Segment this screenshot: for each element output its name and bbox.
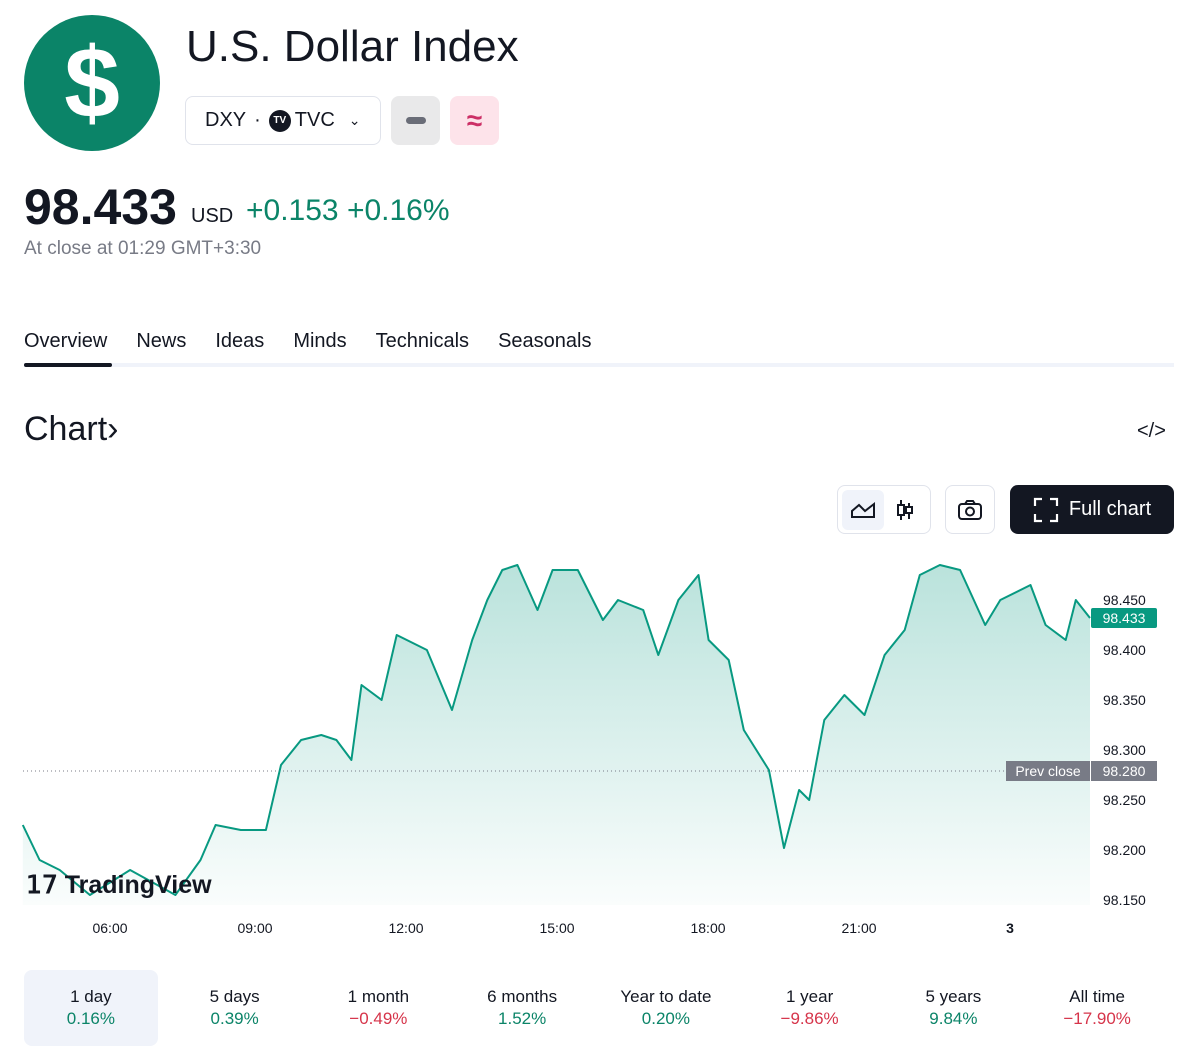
chevron-down-icon: ⌄: [348, 112, 361, 128]
range-1-day[interactable]: 1 day 0.16%: [24, 970, 158, 1046]
tabs: Overview News Ideas Minds Technicals Sea…: [24, 330, 591, 353]
y-tick-label: 98.400: [1103, 642, 1146, 658]
range-change: 0.16%: [66, 1009, 115, 1028]
range-change: 0.39%: [210, 1009, 259, 1028]
currency: USD: [191, 205, 234, 227]
x-tick-label: 06:00: [92, 920, 128, 936]
tradingview-watermark: 𝟣𝟩 TradingView: [26, 870, 212, 900]
area-chart-icon[interactable]: [842, 489, 884, 530]
y-tick-label: 98.450: [1103, 592, 1146, 608]
tab-ideas[interactable]: Ideas: [215, 330, 265, 352]
chart-title: Chart: [24, 410, 108, 448]
range-all-time[interactable]: All time −17.90%: [1030, 970, 1164, 1046]
snapshot-button[interactable]: [945, 485, 995, 534]
camera-icon: [958, 499, 982, 520]
prev-close-tag: Prev close: [1006, 761, 1090, 781]
price: 98.433: [24, 179, 177, 235]
range-selector: 1 day 0.16% 5 days 0.39% 1 month −0.49% 6 mont…: [24, 970, 1174, 1046]
x-tick-label: 21:00: [841, 920, 877, 936]
range-label: 5 years: [925, 987, 982, 1006]
approx-button[interactable]: ≈: [450, 96, 499, 145]
code-icon[interactable]: </>: [1137, 420, 1166, 442]
tab-seasonals[interactable]: Seasonals: [498, 330, 592, 352]
last-price-label: 98.433: [1091, 608, 1157, 628]
chevron-right-icon: ›: [107, 410, 119, 448]
price-line: [21, 564, 1091, 896]
candles-icon[interactable]: [884, 498, 926, 522]
range-5-years[interactable]: 5 years 9.84%: [887, 970, 1021, 1046]
range-change: 1.52%: [498, 1009, 547, 1028]
y-tick-label: 98.200: [1103, 842, 1146, 858]
y-tick-label: 98.150: [1103, 892, 1146, 908]
fullscreen-icon: [1033, 497, 1058, 522]
x-tick-label: 18:00: [690, 920, 726, 936]
range-1-year[interactable]: 1 year −9.86%: [743, 970, 877, 1046]
x-tick-label: 15:00: [539, 920, 575, 936]
chart-type-group: [837, 485, 931, 534]
ticker: DXY: [205, 109, 247, 131]
x-tick-label: 09:00: [237, 920, 273, 936]
tab-divider: [24, 363, 1174, 367]
change-abs: +0.153: [246, 194, 339, 227]
symbol-selector[interactable]: DXY · TV TVC ⌄: [185, 96, 381, 145]
range-change: −0.49%: [349, 1009, 408, 1028]
market-status-button[interactable]: [391, 96, 440, 145]
tab-technicals[interactable]: Technicals: [375, 330, 470, 352]
close-time: At close at 01:29 GMT+3:30: [24, 238, 262, 259]
tab-overview[interactable]: Overview: [24, 330, 108, 352]
dollar-logo: $: [24, 15, 160, 151]
full-chart-label: Full chart: [1068, 498, 1152, 520]
range-label: Year to date: [620, 987, 712, 1006]
area-fill: [22, 565, 1091, 905]
tv-logo-icon: 𝟣𝟩: [26, 871, 65, 899]
price-chart[interactable]: [0, 0, 1198, 960]
range-label: 1 day: [70, 987, 112, 1006]
tab-minds[interactable]: Minds: [293, 330, 347, 352]
y-tick-label: 98.300: [1103, 742, 1146, 758]
page-title: U.S. Dollar Index: [186, 22, 519, 71]
range-label: 6 months: [487, 987, 558, 1006]
range-label: 1 year: [786, 987, 834, 1006]
y-tick-label: 98.350: [1103, 692, 1146, 708]
tab-news[interactable]: News: [136, 330, 187, 352]
approx-icon: ≈: [466, 104, 483, 136]
x-tick-label: 12:00: [388, 920, 424, 936]
prev-close-value: 98.280: [1091, 761, 1157, 781]
range-label: 1 month: [347, 987, 410, 1006]
chart-heading-link[interactable]: Chart›: [24, 410, 118, 449]
exchange-logo-icon: TV: [268, 109, 291, 132]
dash-icon: [405, 117, 426, 124]
price-change: +0.153 +0.16%: [246, 194, 450, 228]
tab-selected-indicator: [24, 363, 112, 367]
y-tick-label: 98.250: [1103, 792, 1146, 808]
full-chart-button[interactable]: Full chart: [1010, 485, 1174, 534]
range-label: All time: [1069, 987, 1125, 1006]
range-5-days[interactable]: 5 days 0.39%: [168, 970, 302, 1046]
change-pct: +0.16%: [346, 194, 450, 227]
x-tick-label: 3: [1006, 920, 1014, 936]
range-change: 9.84%: [929, 1009, 978, 1028]
separator: ·: [254, 109, 261, 131]
range-label: 5 days: [209, 987, 260, 1006]
range-1-month[interactable]: 1 month −0.49%: [312, 970, 446, 1046]
watermark-text: TradingView: [64, 871, 212, 899]
range-change: 0.20%: [641, 1009, 690, 1028]
range-year-to-date[interactable]: Year to date 0.20%: [599, 970, 733, 1046]
exchange: TVC: [294, 109, 335, 131]
range-6-months[interactable]: 6 months 1.52%: [455, 970, 589, 1046]
range-change: −9.86%: [780, 1009, 839, 1028]
range-change: −17.90%: [1063, 1009, 1131, 1028]
